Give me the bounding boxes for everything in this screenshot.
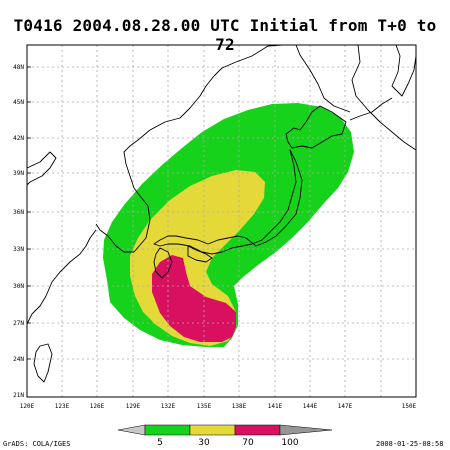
lon-label: 135E: [197, 403, 212, 410]
coastline-okhotsk: [351, 44, 417, 151]
lat-label: 33N: [13, 246, 24, 253]
colorbar-label: 100: [281, 438, 298, 448]
lat-label: 27N: [13, 320, 24, 327]
colorbar-segment-green: [144, 424, 191, 436]
colorbar-label: 30: [198, 438, 210, 448]
lon-labels: 120E 123E 126E 129E 132E 135E 138E 141E …: [20, 403, 417, 410]
lon-label: 132E: [161, 403, 176, 410]
coastline-kyushu: [153, 247, 173, 279]
lat-labels: 21N 24N 27N 30N 33N 36N 39N 42N 45N 48N: [13, 64, 24, 399]
coastline-sakhalin: [391, 44, 417, 97]
colorbar-segment-yellow: [189, 424, 236, 436]
lon-label: 126E: [90, 403, 105, 410]
grads-credit: GrADS: COLA/IGES: [3, 440, 71, 448]
lat-label: 42N: [13, 135, 24, 142]
coastline-taiwan: [33, 343, 53, 383]
coastline-kurils: [349, 97, 393, 121]
coastline-china: [26, 229, 97, 325]
lon-label: 144E: [303, 403, 318, 410]
lat-label: 48N: [13, 64, 24, 71]
probability-regions: [103, 103, 354, 347]
lat-label: 39N: [13, 170, 24, 177]
colorbar-label: 70: [242, 438, 254, 448]
coastline-korea-east: [95, 44, 283, 253]
coastline-shikoku: [187, 245, 213, 263]
map-title: T0416 2004.08.28.00 UTC Initial from T+0…: [13, 16, 437, 54]
region-magenta: [152, 255, 236, 342]
colorbar-cap-left: [117, 424, 146, 436]
colorbar-label: 5: [157, 438, 163, 448]
map-frame: [26, 44, 417, 398]
coastline-hokkaido: [285, 105, 347, 149]
lat-label: 45N: [13, 99, 24, 106]
lon-label: 141E: [268, 403, 283, 410]
coastline-korea: [26, 151, 57, 186]
lat-label: 21N: [13, 392, 24, 399]
grid: [27, 45, 416, 397]
coastlines: [26, 44, 417, 383]
lon-label: 123E: [55, 403, 70, 410]
colorbar-cap-right: [279, 424, 333, 436]
lon-label: 138E: [232, 403, 247, 410]
lat-label: 36N: [13, 209, 24, 216]
lon-label: 120E: [20, 403, 35, 410]
colorbar-segment-magenta: [234, 424, 281, 436]
lat-label: 24N: [13, 356, 24, 363]
lon-label: 150E: [402, 403, 417, 410]
lat-label: 30N: [13, 283, 24, 290]
lon-label: 129E: [126, 403, 141, 410]
coastline-russia: [295, 44, 351, 113]
lon-label: 147E: [338, 403, 353, 410]
lat-ticks: [27, 66, 31, 360]
colorbar: 5 30 70 100: [117, 424, 333, 448]
timestamp: 2008-01-25-08:58: [376, 440, 444, 448]
coastline-honshu: [153, 149, 303, 255]
